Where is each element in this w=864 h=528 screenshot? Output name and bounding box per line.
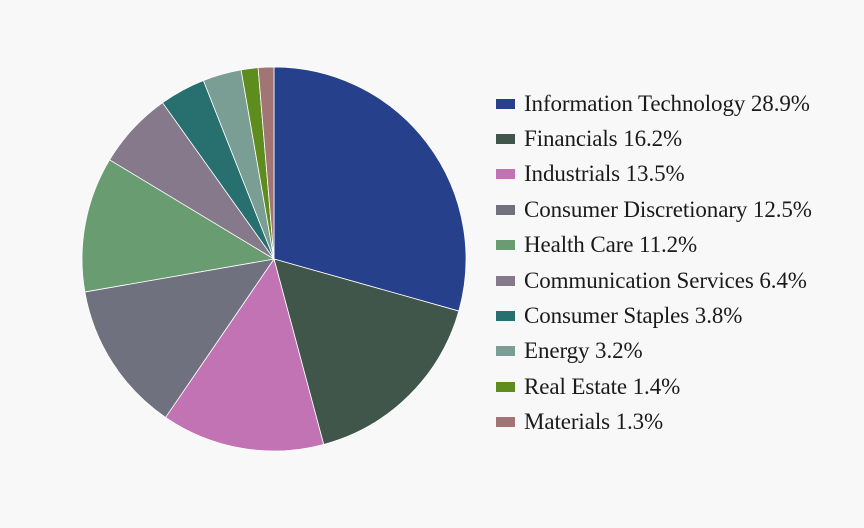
legend-swatch	[496, 311, 515, 322]
legend-item: Financials 16.2%	[496, 121, 812, 156]
legend-swatch	[496, 381, 515, 392]
legend-swatch	[496, 275, 515, 286]
legend-item: Materials 1.3%	[496, 405, 812, 440]
legend-swatch	[496, 134, 515, 145]
legend-swatch	[496, 417, 515, 428]
pie-slice-financials	[273, 258, 460, 445]
legend-label: Real Estate 1.4%	[524, 373, 681, 399]
legend-swatch	[496, 240, 515, 251]
legend-item: Real Estate 1.4%	[496, 369, 812, 404]
pie-slice-information-technology	[273, 66, 467, 312]
legend-swatch	[496, 169, 515, 180]
pie-slice-materials	[257, 66, 275, 260]
legend-label: Consumer Staples 3.8%	[524, 303, 743, 329]
legend-label: Communication Services 6.4%	[524, 267, 807, 293]
pie-slice-consumer-discretionary	[84, 258, 275, 418]
legend-label: Consumer Discretionary 12.5%	[524, 196, 812, 222]
pie-slice-health-care	[81, 159, 275, 293]
legend-swatch	[496, 204, 515, 215]
legend-item: Energy 3.2%	[496, 334, 812, 369]
legend-swatch	[496, 98, 515, 109]
legend-item: Information Technology 28.9%	[496, 86, 812, 121]
legend-label: Financials 16.2%	[524, 126, 683, 152]
legend-label: Industrials 13.5%	[524, 161, 685, 187]
legend-swatch	[496, 346, 515, 357]
legend-item: Consumer Discretionary 12.5%	[496, 192, 812, 227]
legend-item: Industrials 13.5%	[496, 157, 812, 192]
legend-label: Materials 1.3%	[524, 409, 664, 435]
legend-item: Health Care 11.2%	[496, 228, 812, 263]
pie-slice-industrials	[165, 258, 325, 452]
legend-label: Information Technology 28.9%	[524, 90, 810, 116]
legend-label: Health Care 11.2%	[524, 232, 698, 258]
legend-item: Communication Services 6.4%	[496, 263, 812, 298]
legend-item: Consumer Staples 3.8%	[496, 298, 812, 333]
legend: Information Technology 28.9% Financials 1…	[496, 86, 812, 440]
legend-label: Energy 3.2%	[524, 338, 643, 364]
